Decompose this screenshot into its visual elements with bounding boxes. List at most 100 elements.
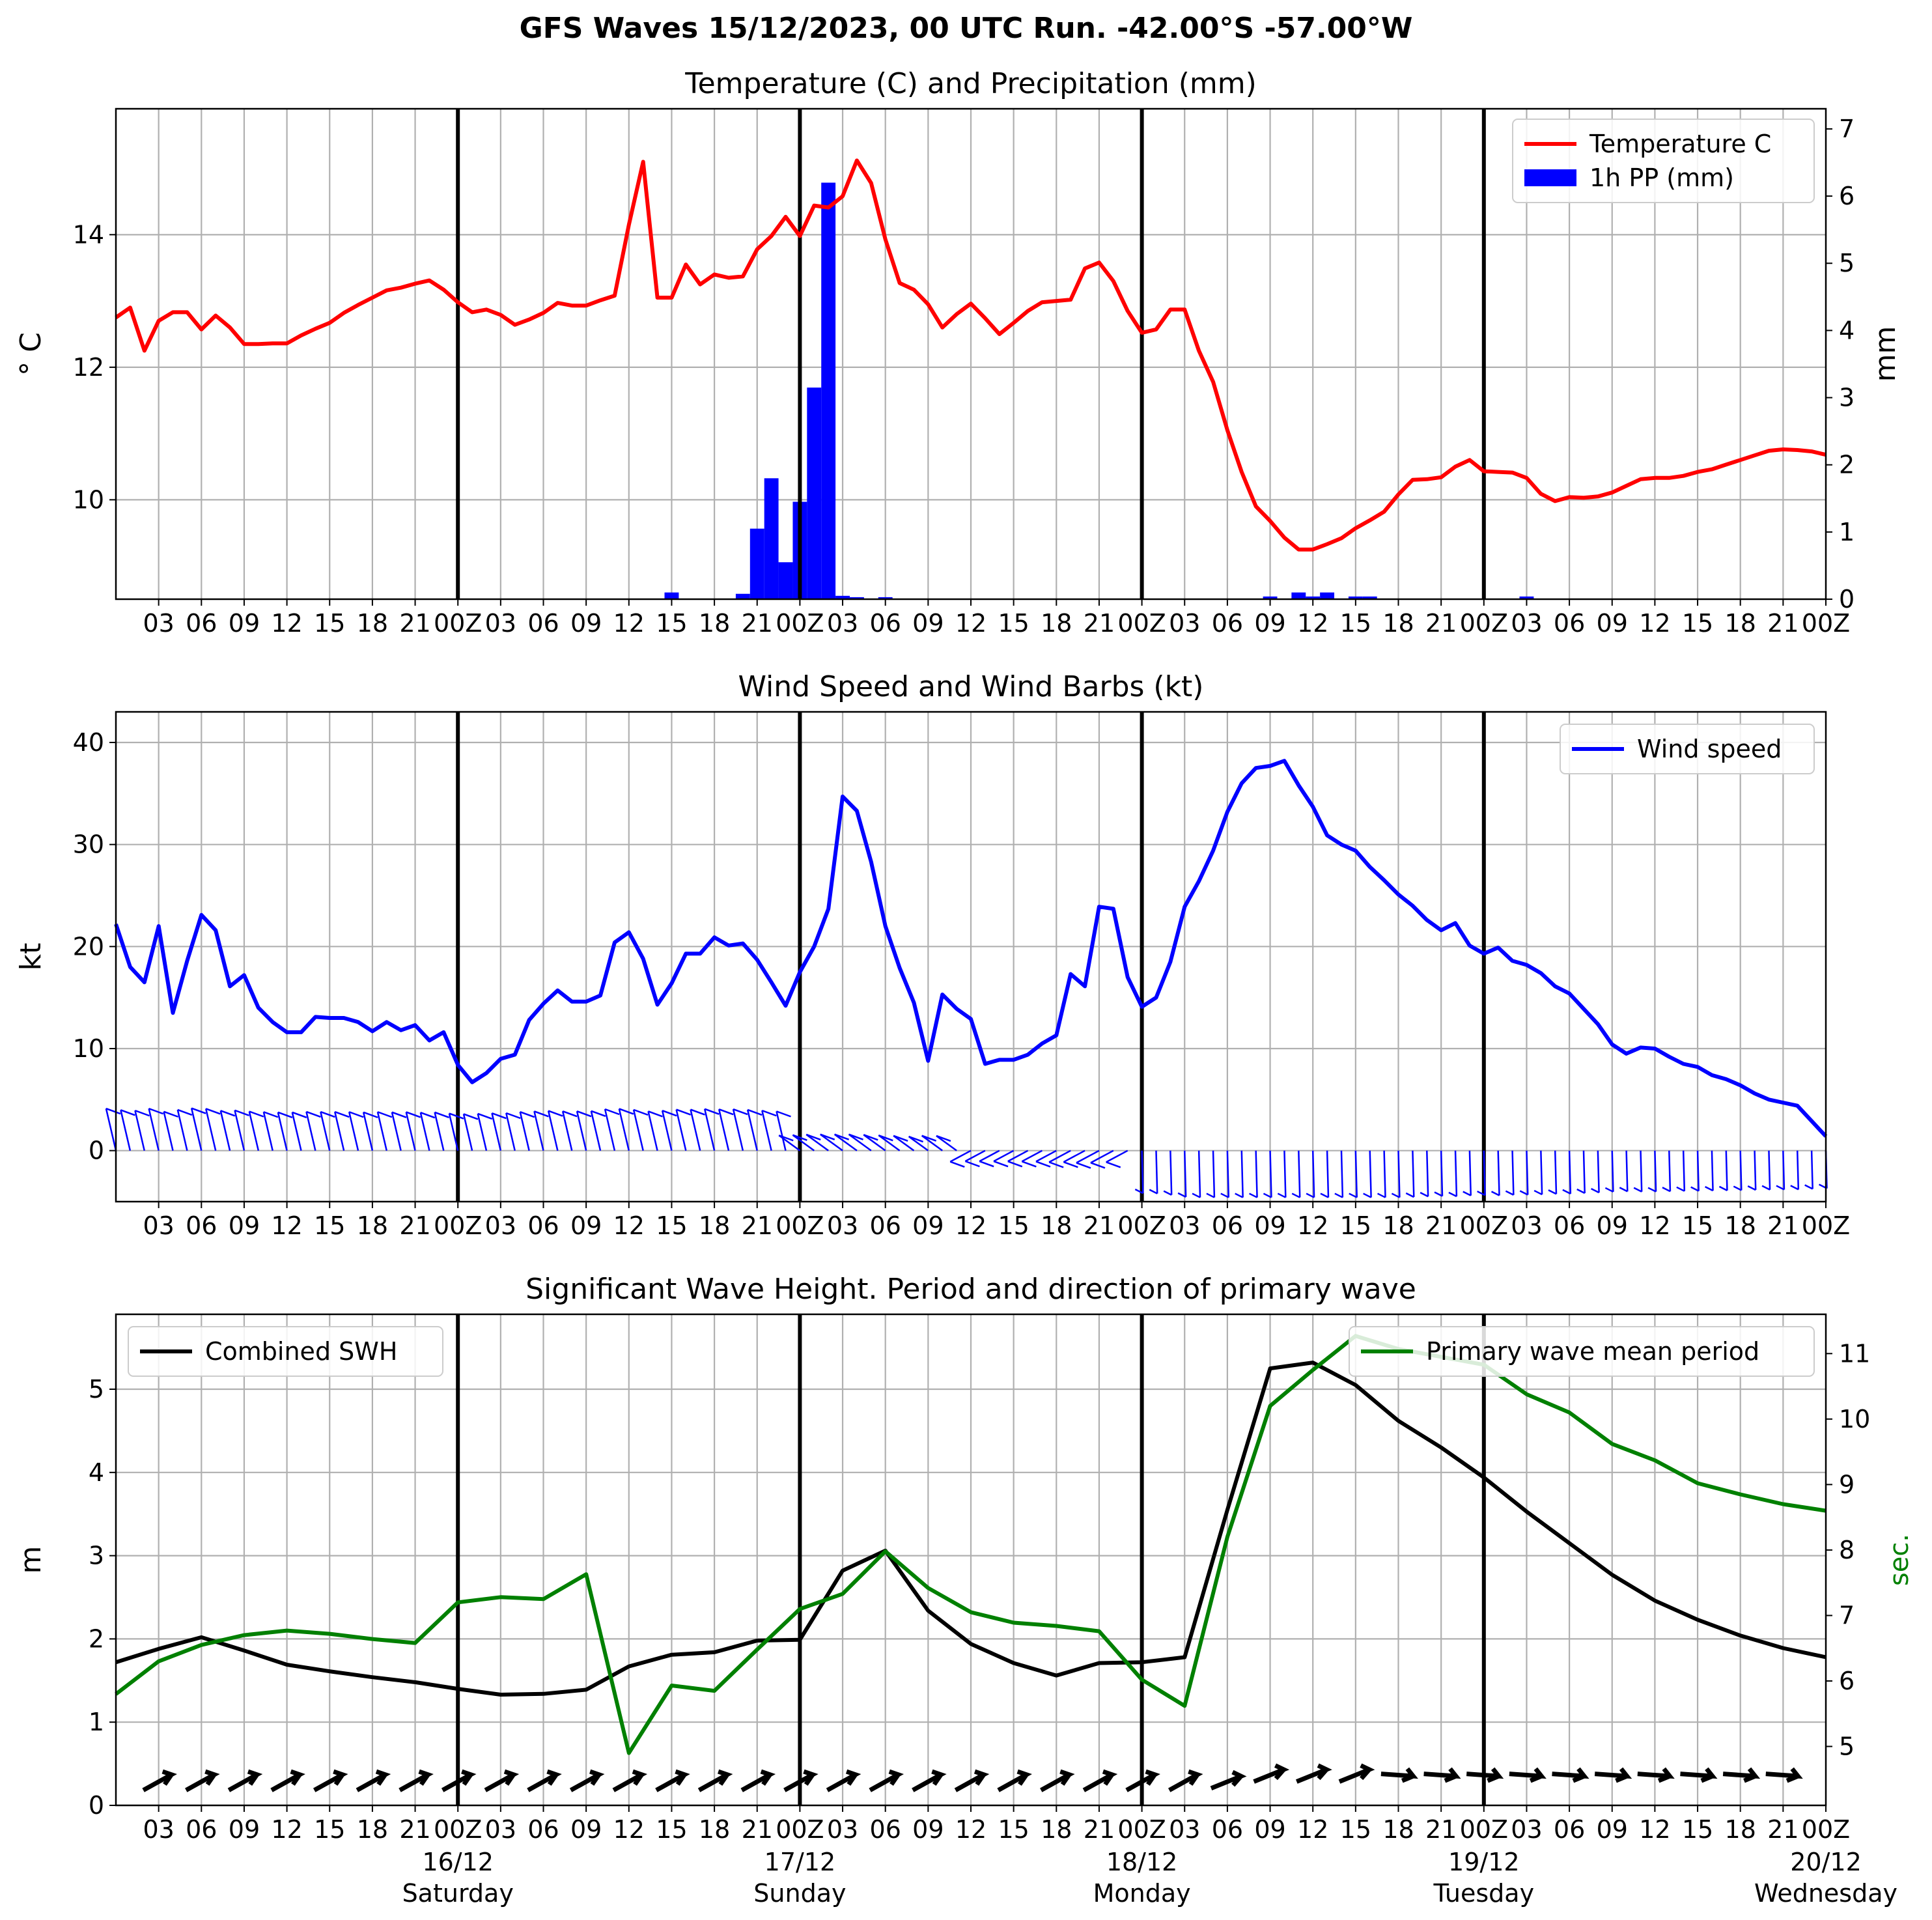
x-tick-label: 00Z bbox=[1460, 1211, 1508, 1240]
wind-barb bbox=[1696, 1150, 1700, 1191]
wave-direction-arrow bbox=[1509, 1767, 1547, 1783]
wind-barb bbox=[1483, 1150, 1486, 1196]
wind-barb-flag bbox=[492, 1112, 507, 1120]
x-tick-label: 09 bbox=[1254, 1211, 1285, 1240]
wind-barb-flag bbox=[306, 1110, 321, 1118]
wind-barb-flag bbox=[1106, 1161, 1121, 1168]
legend-label: 1h PP (mm) bbox=[1589, 163, 1734, 192]
wind-barb-flag bbox=[805, 1133, 821, 1141]
wind-barb-flag bbox=[576, 1110, 592, 1118]
precip-bar bbox=[1519, 596, 1534, 599]
wind-barb-flag bbox=[1790, 1185, 1799, 1191]
x-tick-label: 00Z bbox=[1117, 609, 1166, 638]
wind-barb bbox=[204, 1108, 217, 1151]
wind-barb bbox=[1412, 1150, 1415, 1197]
wind-barb-flag bbox=[1363, 1193, 1372, 1198]
x-tick-label: 18 bbox=[699, 609, 730, 638]
wave-direction-arrow bbox=[740, 1769, 776, 1792]
wind-barb-flag bbox=[921, 1135, 937, 1142]
wind-barb bbox=[1311, 1150, 1315, 1198]
wind-barb bbox=[547, 1110, 559, 1151]
y-tick-label-right: 11 bbox=[1839, 1339, 1870, 1368]
x-tick-label: 15 bbox=[314, 1211, 345, 1240]
wind-barb-flag bbox=[1334, 1193, 1343, 1198]
swh-line bbox=[115, 1361, 1827, 1697]
wind-barb bbox=[908, 1136, 929, 1151]
temperature-precip-panel: 03 06 09 12 15 18 21 00Z 03 06 09 12 15 18 21 00Z 03 06 09… bbox=[14, 67, 1902, 638]
y-tick-label: 0 bbox=[89, 1136, 104, 1165]
x-tick-label: 00Z bbox=[434, 1211, 482, 1240]
legend-label: Combined SWH bbox=[205, 1337, 397, 1366]
wind-barb bbox=[1035, 1150, 1057, 1163]
wind-barb bbox=[505, 1112, 516, 1151]
wind-barb bbox=[604, 1108, 616, 1151]
wind-barb-flag bbox=[1690, 1186, 1700, 1192]
x-tick-label: 09 bbox=[570, 609, 602, 638]
x-tick-label: 15 bbox=[1682, 1815, 1713, 1844]
wind-barb-flag bbox=[277, 1111, 293, 1118]
y-tick-label-right: 10 bbox=[1839, 1405, 1870, 1433]
wind-barb bbox=[893, 1135, 915, 1151]
precip-bar bbox=[878, 597, 893, 599]
wind-barb bbox=[1283, 1150, 1287, 1198]
x-tick-label: 21 bbox=[399, 1211, 430, 1240]
wind-barb-flag bbox=[434, 1111, 450, 1118]
x-tick-label: 12 bbox=[613, 1815, 645, 1844]
wave-direction-arrow bbox=[527, 1769, 562, 1792]
wind-barb-flag bbox=[908, 1135, 924, 1143]
y-tick-label: 10 bbox=[73, 485, 104, 514]
wind-barb bbox=[1526, 1150, 1529, 1195]
wind-barb-flag bbox=[406, 1111, 421, 1118]
x-tick-label: 12 bbox=[1639, 1815, 1670, 1844]
x-tick-label: 06 bbox=[186, 1815, 217, 1844]
wind-barb bbox=[1725, 1150, 1728, 1191]
x-tick-label: 21 bbox=[742, 1211, 773, 1240]
wind-barb-flag bbox=[1149, 1189, 1158, 1194]
precip-bar bbox=[764, 478, 779, 599]
wind-barb bbox=[792, 1134, 815, 1151]
wind-barb bbox=[718, 1108, 730, 1151]
wind-barb bbox=[979, 1150, 1000, 1163]
wind-barb-flag bbox=[1747, 1185, 1756, 1191]
wind-barb-flag bbox=[1718, 1185, 1728, 1192]
wave-direction-arrow bbox=[1168, 1769, 1203, 1792]
wind-barb-flag bbox=[520, 1110, 535, 1118]
wind-barb bbox=[833, 1133, 858, 1151]
wind-barb bbox=[690, 1109, 701, 1151]
x-tick-label: 09 bbox=[912, 609, 944, 638]
x-tick-label: 12 bbox=[271, 1211, 302, 1240]
y-axis-label-right: mm bbox=[1869, 326, 1902, 382]
x-tick-label: 09 bbox=[1597, 609, 1628, 638]
wind-barb-flag bbox=[292, 1111, 307, 1118]
wind-barb-flag bbox=[1533, 1189, 1543, 1196]
wind-barb-flag bbox=[1134, 1188, 1143, 1194]
wind-barb bbox=[1582, 1150, 1586, 1194]
wind-barb-flag bbox=[1448, 1191, 1457, 1198]
wind-barb bbox=[1169, 1150, 1173, 1195]
wave-direction-arrow bbox=[1338, 1763, 1375, 1784]
wind-barb bbox=[1782, 1150, 1785, 1190]
x-tick-label: 06 bbox=[1212, 1815, 1243, 1844]
wind-barb-flag bbox=[1405, 1192, 1414, 1198]
wave-direction-arrow bbox=[697, 1769, 733, 1792]
wind-barb bbox=[120, 1110, 132, 1151]
wind-barb bbox=[1383, 1150, 1386, 1198]
x-tick-label: 06 bbox=[870, 1815, 901, 1844]
wind-barb bbox=[1076, 1150, 1100, 1164]
wave-direction-arrow bbox=[1594, 1767, 1632, 1783]
period-line bbox=[115, 1334, 1827, 1755]
x-tick-label: 12 bbox=[1297, 609, 1328, 638]
x-tick-label: 18 bbox=[1041, 1211, 1072, 1240]
x-tick-label: 09 bbox=[1597, 1815, 1628, 1844]
wind-barb-flag bbox=[1705, 1186, 1714, 1192]
wind-barb-flag bbox=[533, 1110, 549, 1118]
y-tick-label-right: 0 bbox=[1839, 585, 1855, 614]
wind-barb-flag bbox=[1662, 1187, 1671, 1193]
precip-bar bbox=[1348, 596, 1363, 599]
precip-bar bbox=[735, 593, 750, 599]
wind-barb-flag bbox=[1804, 1184, 1813, 1190]
x-tick-label: 21 bbox=[1425, 609, 1457, 638]
precip-bar bbox=[807, 388, 822, 599]
wind-barb-flag bbox=[163, 1110, 178, 1118]
wind-barb bbox=[1568, 1150, 1572, 1194]
